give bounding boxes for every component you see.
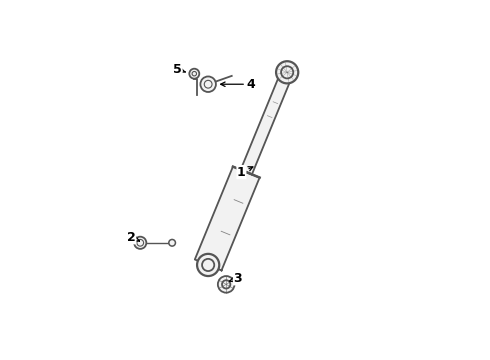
- Circle shape: [189, 69, 199, 79]
- Polygon shape: [241, 77, 290, 174]
- Text: 5: 5: [173, 63, 185, 76]
- Circle shape: [276, 61, 298, 84]
- Circle shape: [200, 76, 216, 92]
- Circle shape: [134, 237, 147, 249]
- Text: 3: 3: [230, 272, 242, 285]
- Circle shape: [218, 276, 235, 293]
- Circle shape: [169, 239, 175, 246]
- Text: 2: 2: [127, 231, 140, 244]
- Text: 4: 4: [220, 78, 255, 91]
- Text: 1: 1: [237, 166, 253, 179]
- Polygon shape: [195, 167, 260, 270]
- Circle shape: [197, 254, 219, 276]
